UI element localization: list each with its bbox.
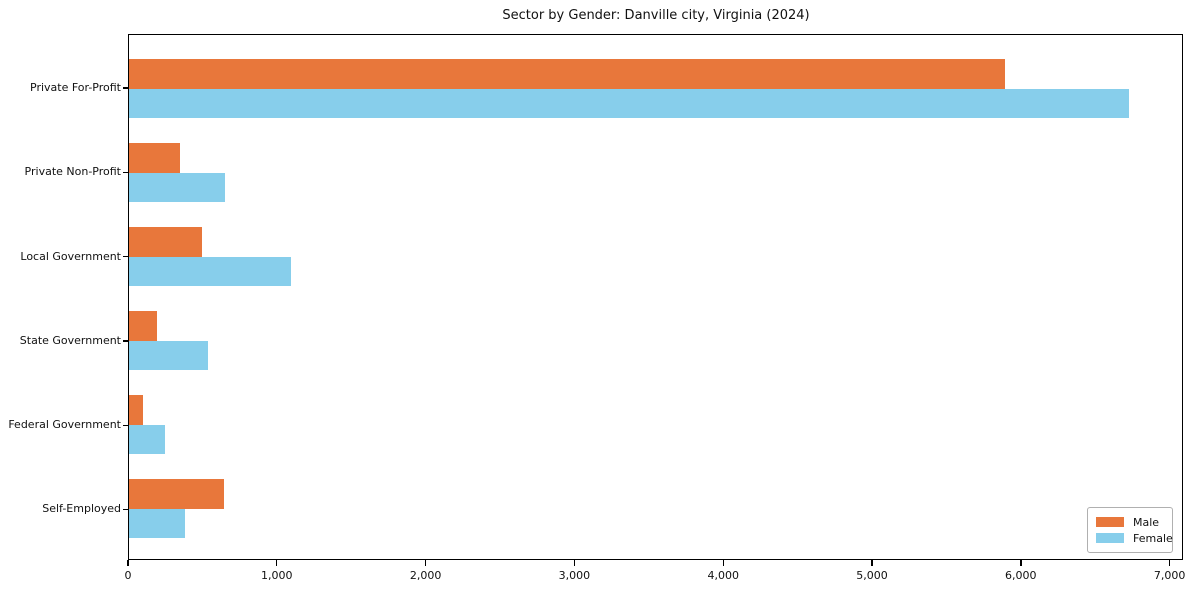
legend-row-female: Female bbox=[1096, 530, 1173, 546]
x-label: 1,000 bbox=[261, 569, 293, 582]
legend: Male Female bbox=[1087, 507, 1173, 553]
x-tick bbox=[573, 560, 576, 566]
legend-male-label: Male bbox=[1133, 515, 1160, 529]
x-label: 6,000 bbox=[1005, 569, 1037, 582]
y-tick bbox=[123, 171, 128, 174]
x-label: 7,000 bbox=[1153, 569, 1186, 582]
legend-row-male: Male bbox=[1096, 514, 1164, 530]
y-label: Private Non-Profit bbox=[24, 165, 121, 179]
plot-area: Male Female bbox=[128, 34, 1183, 560]
bar-female-1 bbox=[129, 88, 1129, 119]
bar-male-4 bbox=[129, 311, 158, 341]
x-label: 5,000 bbox=[856, 569, 888, 582]
y-tick bbox=[123, 256, 128, 258]
x-tick bbox=[871, 560, 873, 566]
bar-female-3 bbox=[129, 256, 291, 287]
bar-female-5 bbox=[129, 424, 165, 455]
y-label: Federal Government bbox=[8, 418, 121, 432]
x-label: 3,000 bbox=[558, 569, 591, 582]
bar-male-1 bbox=[129, 59, 1006, 89]
x-tick bbox=[1169, 560, 1171, 566]
y-tick bbox=[123, 340, 128, 342]
x-tick bbox=[425, 560, 427, 566]
y-label: Private For-Profit bbox=[30, 80, 121, 94]
bar-male-5 bbox=[129, 395, 144, 425]
bar-female-6 bbox=[129, 508, 186, 538]
x-tick bbox=[1020, 560, 1022, 566]
bar-male-2 bbox=[129, 143, 181, 173]
x-label: 2,000 bbox=[409, 569, 442, 582]
bar-female-2 bbox=[129, 172, 225, 203]
y-label: State Government bbox=[19, 333, 121, 347]
legend-male-swatch bbox=[1096, 517, 1124, 527]
x-tick bbox=[127, 560, 129, 566]
y-label: Local Government bbox=[20, 249, 121, 263]
bar-male-6 bbox=[129, 479, 225, 509]
x-tick bbox=[722, 560, 724, 566]
bar-female-4 bbox=[129, 340, 208, 371]
x-label: 0 bbox=[124, 569, 132, 582]
x-label: 4,000 bbox=[707, 569, 739, 582]
y-label: Self-Employed bbox=[42, 502, 121, 516]
legend-female-swatch bbox=[1096, 533, 1124, 543]
y-tick bbox=[123, 508, 128, 511]
y-tick bbox=[123, 87, 128, 89]
x-tick bbox=[276, 560, 278, 566]
y-tick bbox=[123, 424, 128, 426]
chart-title: Sector by Gender: Danville city, Virgini… bbox=[502, 8, 810, 23]
bar-male-3 bbox=[129, 227, 202, 257]
legend-female-label: Female bbox=[1133, 531, 1173, 545]
